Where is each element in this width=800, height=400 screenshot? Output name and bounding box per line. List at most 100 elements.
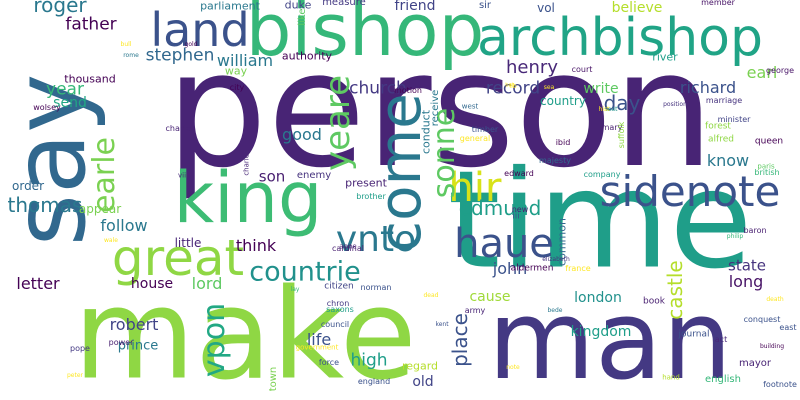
word-iii: iii <box>512 211 520 222</box>
word-brother: brother <box>356 192 386 201</box>
word-man: man <box>487 276 733 400</box>
word-elizabeth: elizabeth <box>542 256 570 263</box>
word-earl: earl <box>746 63 778 82</box>
word-pope: pope <box>70 344 90 353</box>
word-receive: receive <box>430 89 441 127</box>
word-robert: robert <box>109 315 159 334</box>
word-charter: charter <box>165 124 195 133</box>
word-duke: duke <box>284 0 312 12</box>
word-think: think <box>235 236 277 255</box>
word-viii: viii <box>178 171 188 180</box>
word-court: court <box>571 65 593 74</box>
word-suffolk: suffolk <box>617 121 626 149</box>
word-country: country <box>540 94 586 108</box>
word-conquest: conquest <box>743 315 781 324</box>
word-believe: believe <box>611 0 663 16</box>
word-saxons: saxons <box>326 305 354 314</box>
word-king: king <box>173 157 323 239</box>
word-bull: bull <box>120 41 132 48</box>
word-anne: anne <box>339 242 357 251</box>
word-new: new <box>511 205 529 214</box>
word-river: river <box>652 50 678 64</box>
word-footnote: footnote <box>763 380 797 389</box>
word-long: long <box>728 272 764 291</box>
word-british: british <box>754 168 780 177</box>
word-father: father <box>65 14 117 35</box>
word-army: army <box>464 306 486 315</box>
word-old: old <box>412 374 434 390</box>
word-member: member <box>701 0 735 7</box>
word-note: note <box>506 364 520 371</box>
word-parliament: parliament <box>200 0 260 13</box>
word-son: son <box>258 167 286 186</box>
word-write: write <box>583 81 619 97</box>
word-william: william <box>216 51 274 70</box>
word-sea: sea <box>543 84 555 91</box>
word-norman: norman <box>360 283 392 292</box>
word-present: present <box>345 176 387 190</box>
word-state: state <box>728 256 766 275</box>
word-company: company <box>583 170 621 179</box>
word-like: like <box>297 8 308 26</box>
word-countrie: countrie <box>249 256 361 288</box>
word-bishop: bishop <box>245 0 485 72</box>
word-cause: cause <box>469 289 511 305</box>
word-good: good <box>282 125 322 144</box>
word-little: little <box>174 236 202 250</box>
word-ibid: ibid <box>555 138 571 147</box>
word-gold: gold <box>184 41 198 48</box>
word-appear: appear <box>78 202 122 216</box>
word-england: england <box>357 377 391 386</box>
word-hir: hir <box>448 165 502 211</box>
word-death: death <box>766 296 784 303</box>
word-bede: bede <box>547 307 563 314</box>
word-timber: timber <box>471 125 499 134</box>
word-lay: lay <box>290 286 300 293</box>
word-motion: motion <box>393 86 423 95</box>
word-castle: castle <box>663 260 687 320</box>
word-philip: philip <box>726 233 744 240</box>
word-power: power <box>108 338 134 347</box>
word-time: time <box>447 141 753 299</box>
word-hand: hand <box>662 373 680 382</box>
word-send: send <box>53 95 87 111</box>
word-journal: journal <box>678 329 710 340</box>
word-land: land <box>150 3 250 57</box>
word-kent: kent <box>435 321 449 328</box>
word-force: force <box>318 358 340 367</box>
word-henry: henry <box>506 57 558 78</box>
word-way: way <box>224 64 248 78</box>
word-follow: follow <box>100 216 148 235</box>
word-thousand: thousand <box>64 72 116 86</box>
word-aldermen: aldermen <box>510 263 554 274</box>
word-paris: paris <box>757 162 775 171</box>
word-kingdom: kingdom <box>570 324 632 340</box>
word-thomas: thomas <box>7 193 83 217</box>
word-high: high <box>350 350 388 371</box>
word-record: record <box>485 78 541 99</box>
word-government: government <box>295 343 339 352</box>
word-council: council <box>320 320 350 329</box>
word-roger: roger <box>33 0 87 17</box>
word-vpon: vpon <box>197 302 232 378</box>
word-year: year <box>46 79 84 100</box>
word-vnto: vnto <box>335 219 417 260</box>
word-rome: rome <box>123 52 139 59</box>
word-order: order <box>12 179 44 193</box>
word-letter: letter <box>16 274 60 293</box>
word-seat: seat <box>604 106 618 113</box>
word-richard: richard <box>679 78 737 97</box>
word-authority: authority <box>281 49 333 63</box>
word-haue: haue <box>454 221 554 267</box>
word-citizen: citizen <box>324 281 354 292</box>
word-regard: regard <box>401 359 439 373</box>
word-alfred: alfred <box>708 134 734 145</box>
word-place: place <box>448 313 472 367</box>
word-vol: vol <box>537 1 555 15</box>
word-west: west <box>461 102 479 111</box>
word-peter: peter <box>66 372 84 379</box>
word-dead: dead <box>423 292 439 299</box>
word-sir: sir <box>478 0 492 11</box>
word-east: east <box>779 323 797 332</box>
word-make: make <box>73 262 417 400</box>
